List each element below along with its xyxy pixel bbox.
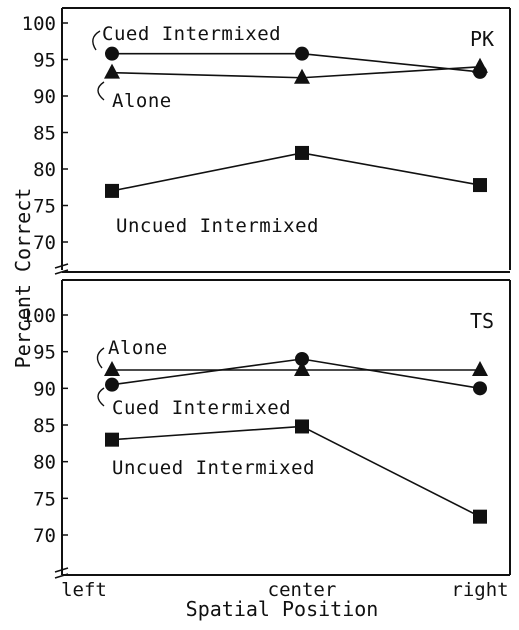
- series-line-pk-alone: [111, 66, 481, 79]
- axis-break-bottom: [54, 567, 69, 579]
- data-point-ts-uncued-intermixed-left: [105, 432, 119, 447]
- axis-break-top: [54, 263, 69, 275]
- y-tick-label-ts-95: 95: [33, 342, 56, 364]
- data-point-ts-uncued-intermixed-center: [295, 419, 309, 434]
- x-tick-label-center: center: [268, 579, 337, 601]
- data-point-ts-alone-left: [104, 361, 120, 376]
- data-point-pk-alone-center: [294, 68, 310, 84]
- x-tick-labels: left center right: [61, 579, 508, 601]
- annotation-pk-cued-arrow: [92, 30, 101, 51]
- panel-label-ts: TS: [470, 309, 494, 333]
- data-point-ts-uncued-intermixed-right: [473, 509, 487, 524]
- series-top: [104, 46, 488, 198]
- annotation-ts-uncued: Uncued Intermixed: [112, 457, 315, 479]
- annotation-pk-alone-arrow: [97, 81, 105, 101]
- data-point-ts-cued-intermixed-center: [295, 352, 309, 366]
- y-tick-label-ts-85: 85: [33, 415, 56, 437]
- y-ticks-top: 100 95 90 85 80 75 70: [22, 13, 68, 254]
- y-tick-label-pk-85: 85: [33, 123, 56, 145]
- y-tick-label-ts-75: 75: [33, 488, 56, 510]
- y-tick-label-pk-90: 90: [33, 86, 56, 108]
- data-point-pk-cued-intermixed-center: [295, 46, 309, 61]
- data-point-pk-uncued-intermixed-right: [473, 178, 487, 193]
- y-tick-label-ts-100: 100: [22, 305, 56, 327]
- data-point-ts-cued-intermixed-left: [105, 377, 119, 392]
- annotation-ts-alone: Alone: [108, 337, 168, 359]
- annotation-pk-alone: Alone: [112, 90, 172, 112]
- data-point-pk-cued-intermixed-left: [105, 46, 119, 61]
- x-tick-label-left: left: [61, 579, 107, 601]
- y-tick-label-ts-80: 80: [33, 452, 56, 474]
- data-point-pk-alone-left: [104, 63, 120, 79]
- x-tick-label-right: right: [451, 579, 508, 601]
- x-axis-title: Spatial Position: [186, 597, 379, 621]
- data-point-pk-uncued-intermixed-center: [295, 145, 309, 160]
- annotation-pk-uncued: Uncued Intermixed: [116, 215, 319, 237]
- annotation-pk-cued: Cued Intermixed: [102, 23, 281, 45]
- panel-top-frame: [61, 7, 511, 273]
- y-ticks-bottom: 100 95 90 85 80 75 70: [22, 305, 68, 547]
- y-axis-title: Percent Correct: [11, 188, 35, 369]
- series-bottom: [104, 352, 488, 524]
- y-tick-label-pk-100: 100: [22, 13, 56, 35]
- data-point-pk-uncued-intermixed-left: [105, 183, 119, 198]
- data-point-ts-cued-intermixed-right: [473, 381, 487, 396]
- annotation-ts-cued-arrow: [97, 387, 105, 407]
- y-tick-label-pk-95: 95: [33, 50, 56, 72]
- annotation-ts-alone-arrow: [96, 347, 105, 369]
- panel-label-pk: PK: [470, 27, 494, 51]
- data-point-pk-alone-right: [472, 57, 488, 73]
- y-tick-label-ts-90: 90: [33, 378, 56, 400]
- y-tick-label-ts-70: 70: [33, 525, 56, 547]
- y-tick-label-pk-75: 75: [33, 196, 56, 218]
- data-point-ts-alone-right: [472, 361, 488, 376]
- y-tick-label-pk-80: 80: [33, 159, 56, 181]
- annotation-ts-cued: Cued Intermixed: [112, 397, 291, 419]
- y-tick-label-pk-70: 70: [33, 232, 56, 254]
- panel-bottom-frame: [61, 279, 511, 576]
- data-point-ts-alone-center: [294, 361, 310, 376]
